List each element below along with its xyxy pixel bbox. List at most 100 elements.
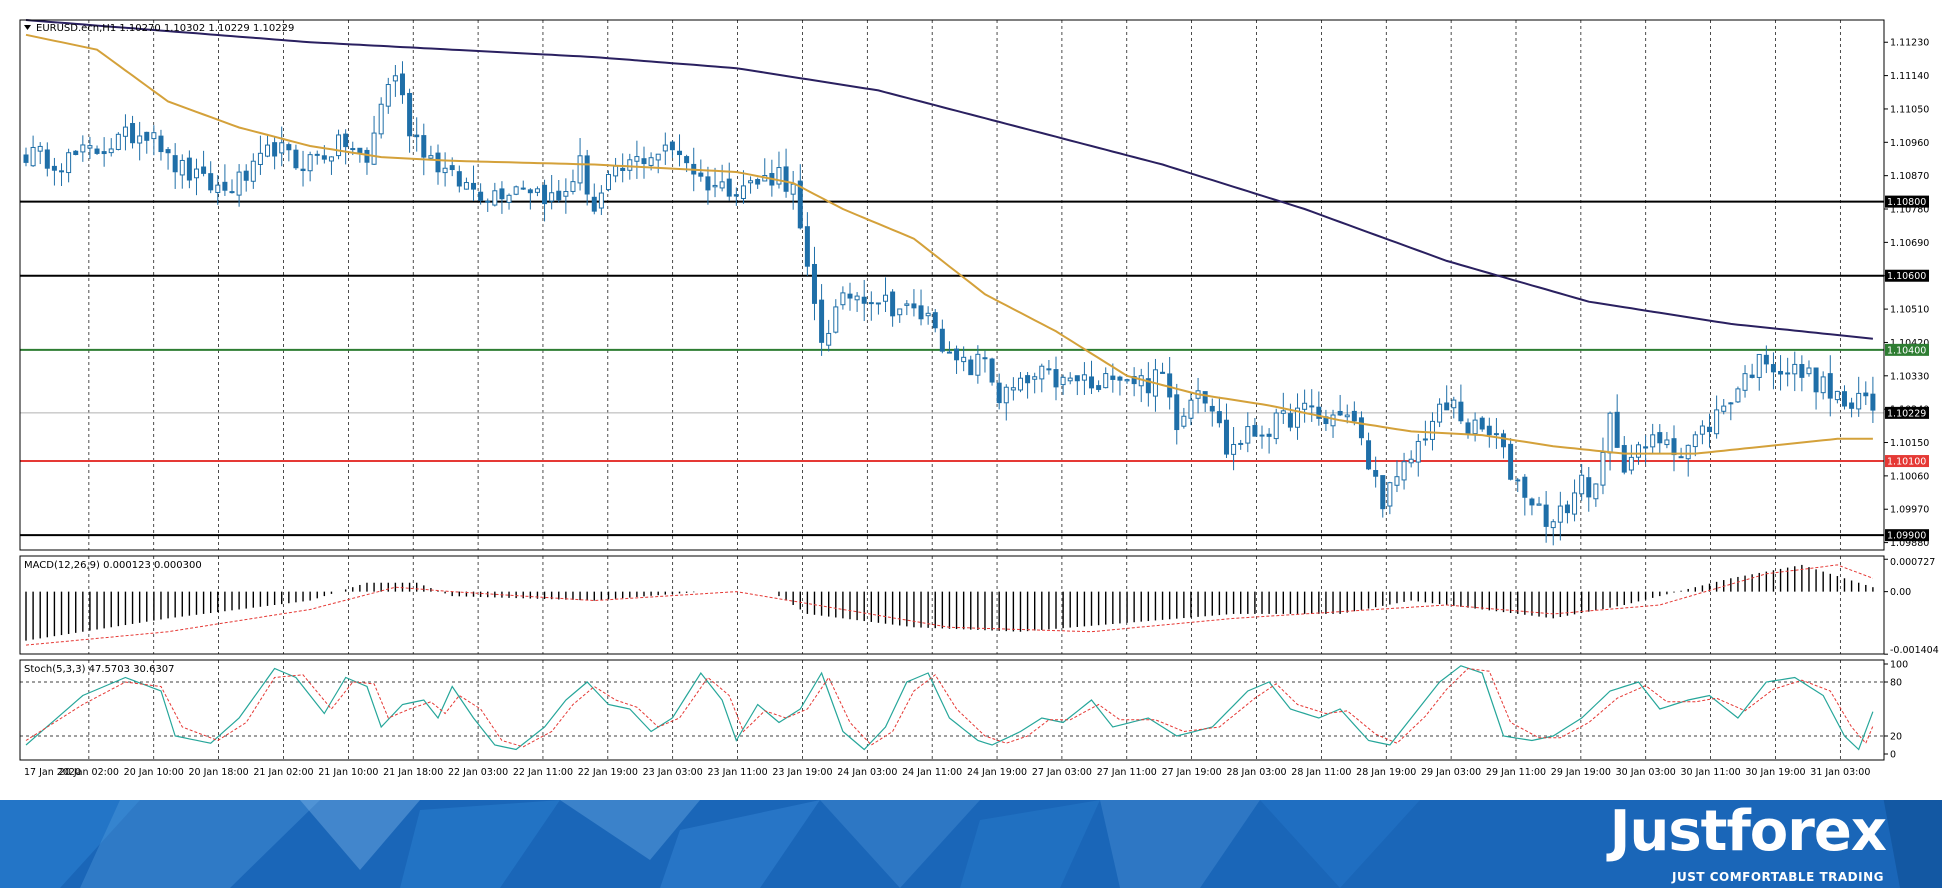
- candle-body: [669, 141, 675, 151]
- candle-body: [1834, 390, 1840, 401]
- level-label: 1.10800: [1887, 197, 1926, 208]
- candle-body: [1465, 422, 1471, 434]
- macd-y-label: 0.000727: [1890, 557, 1935, 568]
- window-menu-icon[interactable]: [24, 25, 31, 30]
- x-tick-label: 22 Jan 19:00: [578, 767, 638, 778]
- candle-body: [513, 186, 519, 195]
- x-tick-label: 24 Jan 11:00: [902, 767, 962, 778]
- candle-body: [1280, 410, 1286, 414]
- candle-body: [1032, 376, 1038, 380]
- candle-body: [520, 187, 526, 190]
- candle-body: [1429, 420, 1435, 440]
- candle-body: [1174, 394, 1180, 431]
- candle-body: [151, 132, 157, 140]
- y-tick-label: 1.10870: [1890, 171, 1929, 182]
- candle-body: [1415, 440, 1421, 463]
- macd-panel-frame: [19, 555, 1885, 655]
- candle-body: [861, 296, 867, 304]
- candle-body: [925, 312, 931, 317]
- candle-body: [257, 152, 263, 165]
- candle-body: [1160, 371, 1166, 374]
- candle-body: [172, 155, 178, 173]
- candle-body: [442, 167, 448, 174]
- y-tick-label: 1.11140: [1890, 71, 1929, 82]
- stoch-panel-frame: [19, 659, 1885, 761]
- candle-body: [840, 292, 846, 306]
- candle-body: [1287, 413, 1293, 428]
- candle-body: [634, 156, 640, 162]
- candle-body: [946, 351, 952, 354]
- candle-body: [51, 165, 57, 171]
- x-tick-label: 28 Jan 11:00: [1291, 767, 1351, 778]
- candle-body: [1216, 411, 1222, 424]
- candle-body: [250, 160, 256, 182]
- candle-body: [556, 190, 562, 201]
- candle-body: [265, 144, 271, 157]
- x-tick-label: 23 Jan 19:00: [772, 767, 832, 778]
- x-tick-label: 30 Jan 03:00: [1616, 767, 1676, 778]
- candle-body: [1763, 354, 1769, 365]
- x-tick-label: 29 Jan 11:00: [1486, 767, 1546, 778]
- candle-body: [1259, 434, 1265, 437]
- macd-y-label: -0.001404: [1890, 645, 1939, 656]
- candle-body: [811, 263, 817, 304]
- candle-body: [1351, 410, 1357, 422]
- candle-body: [1820, 376, 1826, 394]
- stoch-y-label: 0: [1890, 750, 1896, 761]
- candle-body: [1607, 412, 1613, 454]
- candle-body: [44, 149, 50, 169]
- candle-body: [939, 328, 945, 352]
- candle-body: [705, 176, 711, 191]
- candle-body: [1735, 388, 1741, 403]
- candle-body: [1742, 373, 1748, 391]
- candle-body: [307, 154, 313, 172]
- candle-body: [59, 170, 65, 173]
- candle-body: [875, 302, 881, 305]
- candle-body: [733, 194, 739, 197]
- ma-fast-line: [25, 33, 1873, 455]
- candle-body: [961, 356, 967, 363]
- candle-body: [1827, 373, 1833, 399]
- candle-body: [549, 192, 555, 202]
- macd-y-label: 0.00: [1890, 587, 1911, 598]
- candle-body: [229, 191, 235, 194]
- candle-body: [478, 191, 484, 201]
- candle-body: [1841, 391, 1847, 407]
- x-tick-label: 21 Jan 02:00: [253, 767, 313, 778]
- candle-body: [982, 357, 988, 360]
- candle-body: [975, 353, 981, 376]
- candle-body: [1522, 476, 1528, 498]
- candle-body: [23, 154, 29, 163]
- level-label-bg: [1885, 529, 1929, 542]
- stoch-y-label: 100: [1890, 660, 1908, 671]
- x-tick-label: 20 Jan 10:00: [124, 767, 184, 778]
- candle-body: [1309, 405, 1315, 408]
- candle-body: [350, 148, 356, 151]
- candle-body: [1707, 426, 1713, 433]
- x-tick-label: 27 Jan 11:00: [1097, 767, 1157, 778]
- level-label: 1.10100: [1887, 457, 1926, 468]
- candle-body: [748, 180, 754, 184]
- candle-body: [1025, 375, 1031, 384]
- x-tick-label: 27 Jan 03:00: [1032, 767, 1092, 778]
- candle-body: [1856, 392, 1862, 410]
- x-tick-label: 29 Jan 19:00: [1551, 767, 1611, 778]
- candle-body: [1714, 409, 1720, 435]
- candle-body: [215, 184, 221, 193]
- candle-body: [1756, 353, 1762, 378]
- macd-info: MACD(12,26,9) 0.000123 0.000300: [24, 560, 202, 571]
- candle-body: [1394, 476, 1400, 486]
- x-tick-label: 24 Jan 19:00: [967, 767, 1027, 778]
- candle-body: [66, 152, 72, 174]
- x-tick-label: 28 Jan 19:00: [1356, 767, 1416, 778]
- candle-body: [1515, 479, 1521, 482]
- candle-body: [1621, 445, 1627, 473]
- candle-body: [648, 157, 654, 166]
- stoch-main-line: [25, 665, 1874, 751]
- y-tick-label: 1.10420: [1890, 338, 1929, 349]
- candle-body: [1692, 434, 1698, 448]
- y-tick-label: 1.11050: [1890, 104, 1929, 115]
